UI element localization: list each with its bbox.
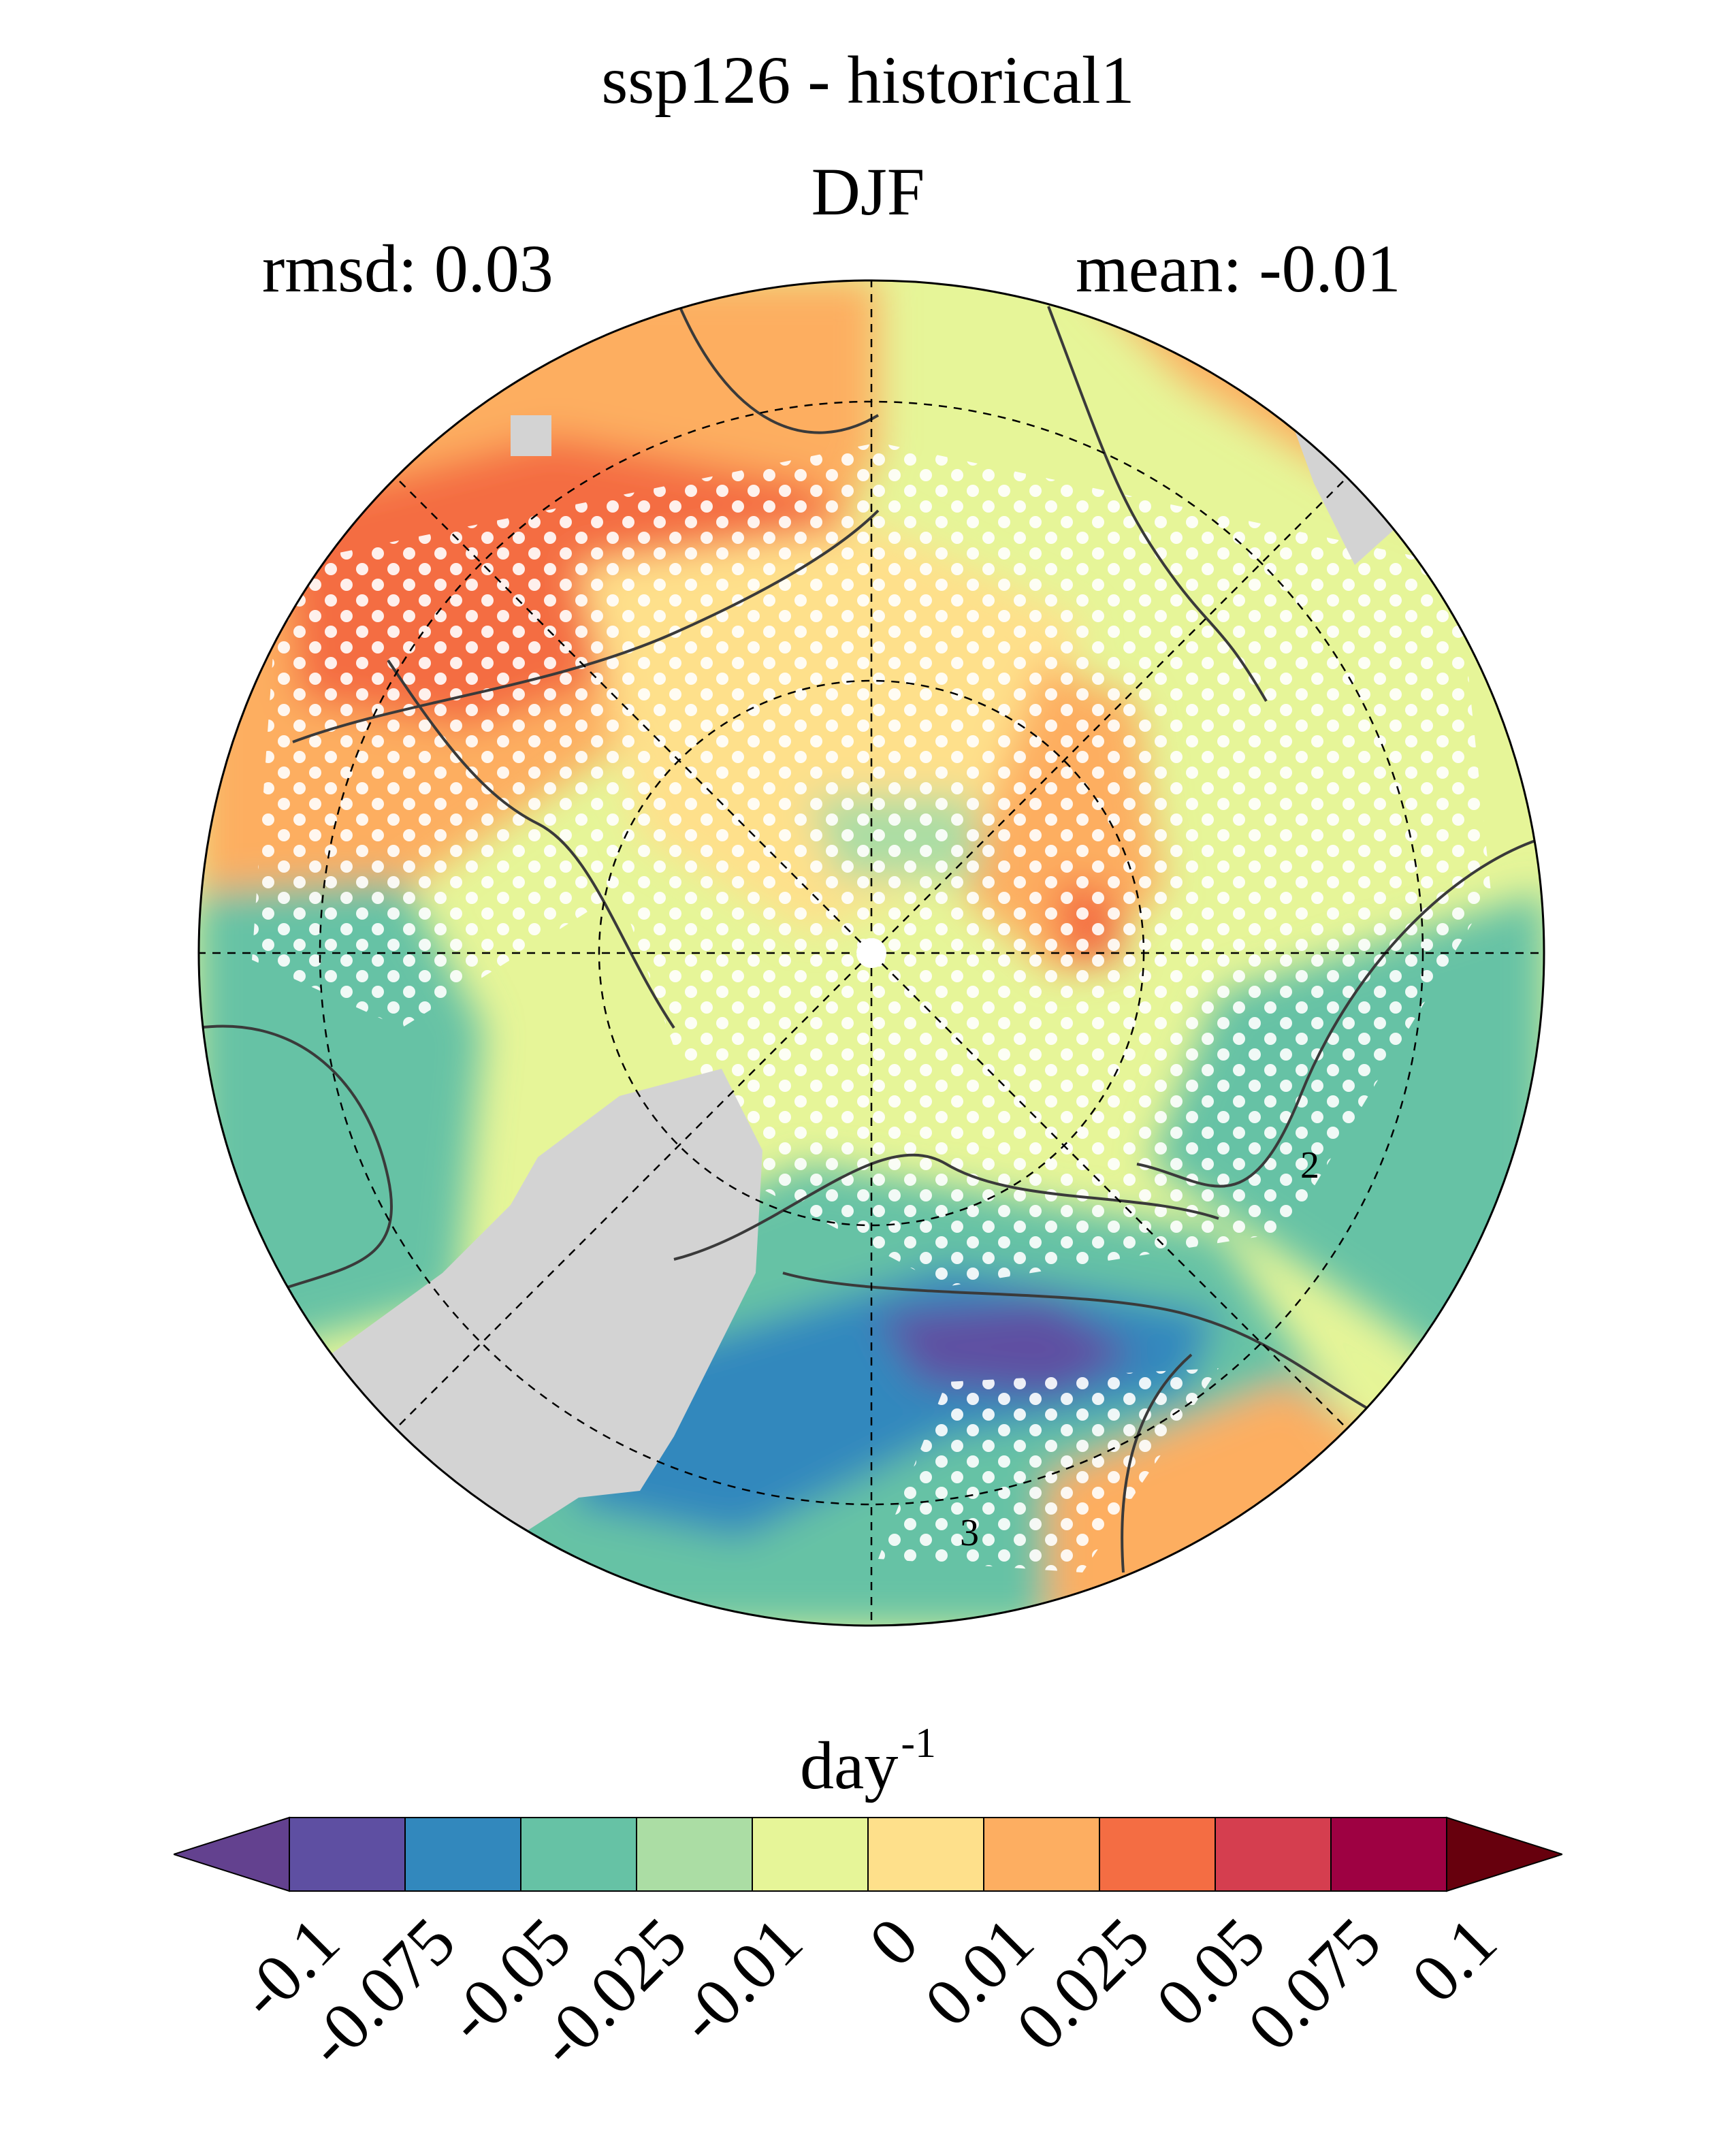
contour-line bbox=[1047, 306, 1268, 703]
colorbar-tick-label: -0.01 bbox=[662, 1903, 817, 2057]
colorbar-tick-label: 0 bbox=[854, 1903, 933, 1981]
colorbar-segment bbox=[752, 1817, 869, 1892]
colorbar-under-triangle bbox=[174, 1816, 290, 1892]
contour-line bbox=[1121, 1353, 1193, 1573]
pole-marker bbox=[856, 938, 886, 968]
meridian-line bbox=[871, 952, 1349, 1430]
field-region-purple-south bbox=[878, 1300, 1137, 1395]
contour-line bbox=[292, 509, 880, 743]
colorbar-segment bbox=[867, 1817, 984, 1892]
meridian-line bbox=[394, 952, 872, 1430]
mean-label: mean: -0.01 bbox=[1076, 231, 1401, 306]
colorbar-segment bbox=[1099, 1817, 1216, 1892]
contour-line bbox=[199, 1024, 393, 1302]
colorbar-segment bbox=[289, 1817, 406, 1892]
season-label: DJF bbox=[811, 154, 925, 229]
figure-title: ssp126 - historical1 bbox=[601, 42, 1135, 118]
colorbar-segment bbox=[404, 1817, 521, 1892]
colorbar-tick-label: 0.1 bbox=[1397, 1903, 1511, 2017]
contour-line bbox=[782, 1272, 1424, 1438]
colorbar-tick-label: 0.025 bbox=[1001, 1903, 1164, 2065]
meridian-line bbox=[394, 476, 872, 954]
rmsd-label: rmsd: 0.03 bbox=[262, 231, 553, 306]
contour-label: 3 bbox=[960, 1512, 979, 1554]
contour-label: 2 bbox=[1300, 1144, 1319, 1187]
colorbar-over-triangle bbox=[1446, 1816, 1562, 1892]
land-mask-nw bbox=[511, 415, 551, 456]
colorbar-tick-label: 0.075 bbox=[1233, 1903, 1396, 2065]
colorbar-segment bbox=[983, 1817, 1100, 1892]
colorbar-segment bbox=[636, 1817, 753, 1892]
contour-line bbox=[673, 292, 880, 434]
contour-line bbox=[1136, 836, 1544, 1188]
contour-line bbox=[387, 659, 675, 1029]
colorbar-segment bbox=[520, 1817, 637, 1892]
map-boundary bbox=[197, 279, 1545, 1627]
stippling-south bbox=[878, 1368, 1219, 1572]
land-mask-greenland bbox=[293, 1069, 762, 1559]
colorbar-unit-exponent: -1 bbox=[901, 1720, 937, 1766]
colorbar-unit: day bbox=[799, 1728, 899, 1803]
colorbar-segment bbox=[1215, 1817, 1332, 1892]
colorbar-segment bbox=[1330, 1817, 1447, 1892]
contour-line bbox=[673, 1153, 1219, 1261]
colorbar-label: day-1 bbox=[0, 1722, 1736, 1800]
colorbar bbox=[174, 1816, 1562, 1892]
polar-map: 2 3 bbox=[197, 279, 1545, 1627]
meridian-line bbox=[871, 476, 1349, 954]
